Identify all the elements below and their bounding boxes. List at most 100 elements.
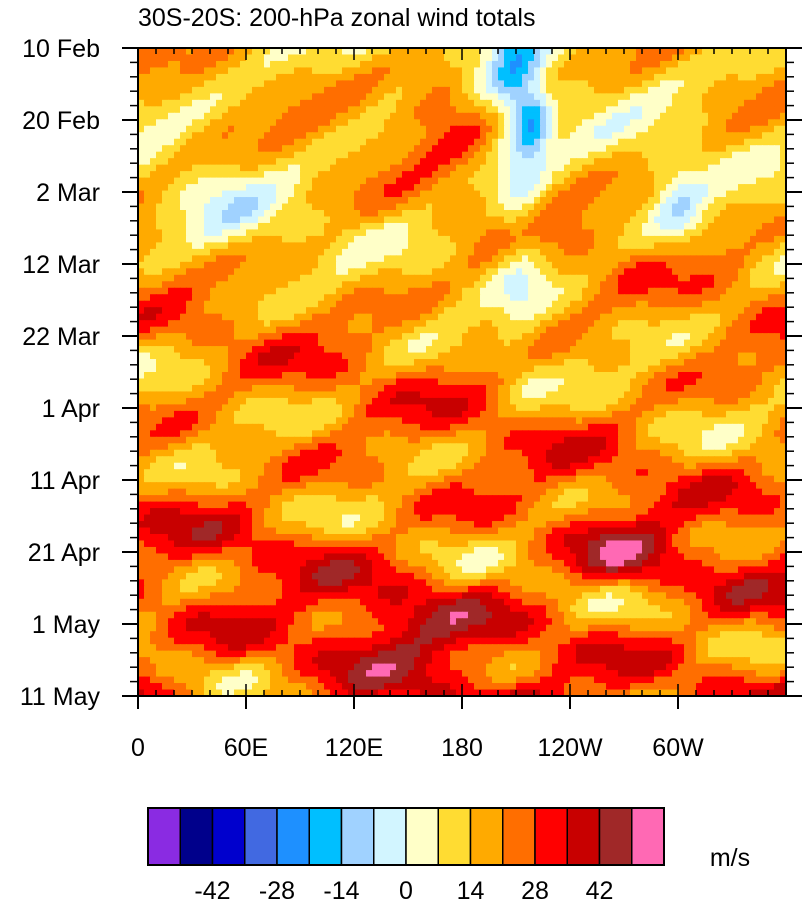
heatmap-cell bbox=[690, 339, 697, 347]
heatmap-cell bbox=[402, 93, 409, 101]
heatmap-cell bbox=[144, 138, 151, 146]
heatmap-cell bbox=[378, 339, 385, 347]
heatmap-cell bbox=[270, 320, 277, 328]
heatmap-cell bbox=[516, 48, 523, 56]
heatmap-cell bbox=[294, 210, 301, 218]
heatmap-cell bbox=[750, 99, 757, 107]
heatmap-cell bbox=[342, 248, 349, 256]
heatmap-cell bbox=[594, 93, 601, 101]
heatmap-cell bbox=[228, 151, 235, 159]
heatmap-cell bbox=[420, 313, 427, 321]
heatmap-cell bbox=[696, 171, 703, 179]
heatmap-cell bbox=[138, 287, 145, 295]
heatmap-cell bbox=[174, 268, 181, 276]
heatmap-cell bbox=[744, 73, 751, 81]
heatmap-cell bbox=[216, 67, 223, 75]
heatmap-cell bbox=[558, 164, 565, 172]
heatmap-cell bbox=[240, 216, 247, 224]
heatmap-cell bbox=[168, 60, 175, 69]
heatmap-cell bbox=[480, 235, 487, 243]
heatmap-cell bbox=[342, 125, 349, 133]
heatmap-cell bbox=[294, 294, 301, 302]
heatmap-cell bbox=[228, 248, 235, 256]
heatmap-cell bbox=[246, 210, 253, 218]
heatmap-cell bbox=[318, 106, 325, 114]
heatmap-cell bbox=[462, 281, 469, 289]
heatmap-cell bbox=[594, 300, 601, 308]
heatmap-cell bbox=[138, 171, 145, 179]
heatmap-cell bbox=[360, 235, 367, 243]
heatmap-cell bbox=[564, 184, 571, 192]
heatmap-cell bbox=[192, 210, 199, 218]
heatmap-cell bbox=[522, 210, 529, 218]
heatmap-cell bbox=[312, 99, 319, 107]
heatmap-cell bbox=[168, 210, 175, 218]
heatmap-cell bbox=[402, 216, 409, 224]
heatmap-cell bbox=[486, 145, 493, 153]
heatmap-cell bbox=[546, 48, 553, 56]
heatmap-cell bbox=[660, 158, 667, 166]
heatmap-cell bbox=[288, 222, 295, 231]
heatmap-cell bbox=[408, 80, 415, 88]
heatmap-cell bbox=[426, 210, 433, 218]
heatmap-cell bbox=[270, 112, 277, 120]
heatmap-cell bbox=[342, 326, 349, 334]
heatmap-cell bbox=[180, 313, 187, 321]
heatmap-cell bbox=[360, 261, 367, 269]
heatmap-cell bbox=[546, 229, 553, 237]
heatmap-cell bbox=[516, 125, 523, 133]
heatmap-cell bbox=[528, 216, 535, 224]
heatmap-cell bbox=[672, 158, 679, 166]
heatmap-cell bbox=[288, 86, 295, 94]
heatmap-cell bbox=[630, 67, 637, 75]
heatmap-cell bbox=[732, 197, 739, 205]
heatmap-cell bbox=[378, 99, 385, 107]
heatmap-cell bbox=[678, 171, 685, 179]
heatmap-cell bbox=[594, 261, 601, 269]
heatmap-cell bbox=[498, 145, 505, 153]
heatmap-cell bbox=[264, 307, 271, 315]
heatmap-cell bbox=[612, 261, 619, 269]
heatmap-cell bbox=[210, 274, 217, 282]
heatmap-cell bbox=[756, 145, 763, 153]
heatmap-cell bbox=[354, 99, 361, 107]
heatmap-cell bbox=[216, 235, 223, 243]
heatmap-cell bbox=[174, 86, 181, 94]
heatmap-cell bbox=[216, 151, 223, 159]
heatmap-cell bbox=[324, 261, 331, 269]
heatmap-cell bbox=[540, 222, 547, 231]
heatmap-cell bbox=[348, 339, 355, 347]
heatmap-cell bbox=[624, 177, 631, 185]
heatmap-cell bbox=[636, 313, 643, 321]
heatmap-cell bbox=[540, 210, 547, 218]
heatmap-cell bbox=[198, 106, 205, 114]
heatmap-cell bbox=[606, 177, 613, 185]
heatmap-cell bbox=[210, 307, 217, 315]
heatmap-cell bbox=[282, 339, 289, 347]
heatmap-cell bbox=[270, 151, 277, 159]
heatmap-cell bbox=[372, 48, 379, 56]
heatmap-cell bbox=[714, 60, 721, 69]
heatmap-cell bbox=[150, 346, 157, 354]
heatmap-cell bbox=[342, 132, 349, 140]
heatmap-cell bbox=[672, 184, 679, 192]
heatmap-cell bbox=[558, 112, 565, 120]
heatmap-cell bbox=[486, 151, 493, 159]
heatmap-cell bbox=[354, 326, 361, 334]
heatmap-cell bbox=[738, 164, 745, 172]
heatmap-cell bbox=[384, 333, 391, 341]
heatmap-cell bbox=[144, 307, 151, 315]
heatmap-cell bbox=[576, 93, 583, 101]
heatmap-cell bbox=[684, 99, 691, 107]
heatmap-cell bbox=[588, 242, 595, 250]
heatmap-cell bbox=[420, 184, 427, 192]
heatmap-cell bbox=[444, 255, 451, 263]
heatmap-cell bbox=[372, 60, 379, 69]
heatmap-cell bbox=[330, 177, 337, 185]
heatmap-cell bbox=[294, 80, 301, 88]
heatmap-cell bbox=[768, 119, 775, 127]
heatmap-cell bbox=[756, 320, 763, 328]
heatmap-cell bbox=[474, 287, 481, 295]
heatmap-cell bbox=[636, 197, 643, 205]
heatmap-cell bbox=[696, 307, 703, 315]
